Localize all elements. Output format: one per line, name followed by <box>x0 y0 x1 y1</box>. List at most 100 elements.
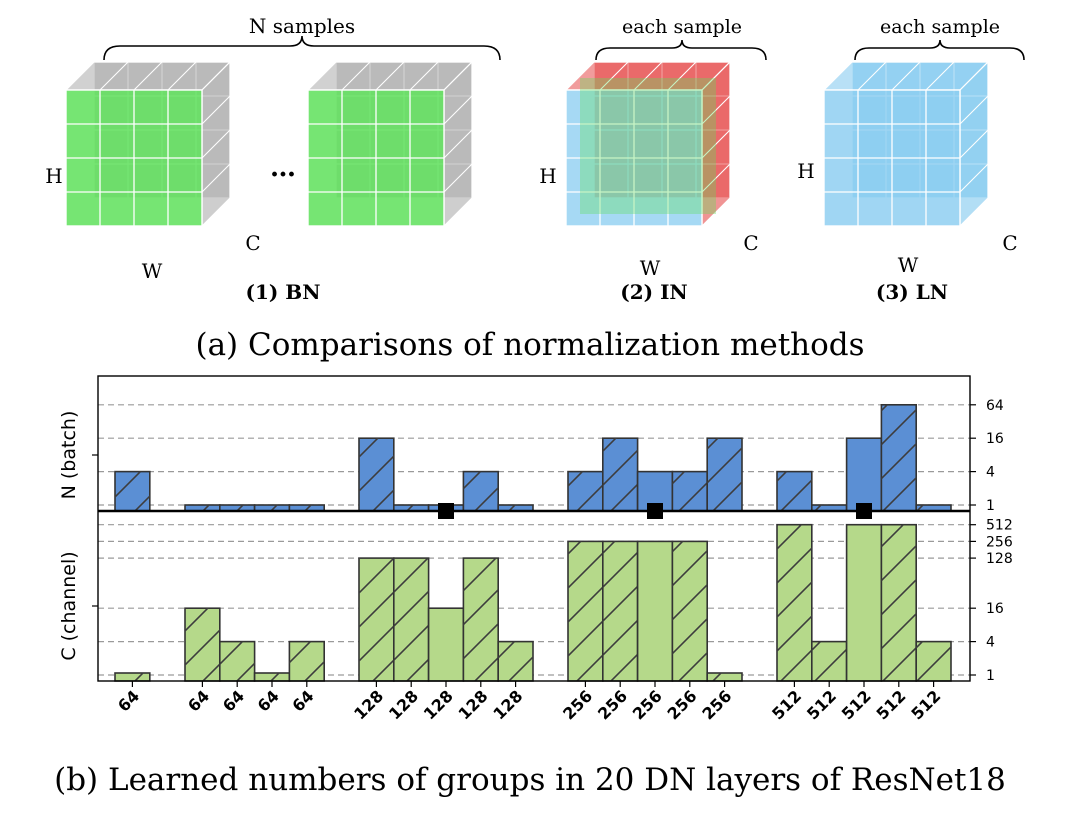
n-samples-brace <box>103 35 501 61</box>
in-cube-grid-line <box>701 129 731 159</box>
in-cube-grid-line <box>599 61 629 91</box>
ln-method-label: (3) LN <box>876 280 948 304</box>
n-bar-hatch <box>289 505 325 511</box>
c-bar-hatch <box>916 641 951 681</box>
c-bar-hatch <box>185 608 220 681</box>
in-cube-grid-line <box>667 61 697 91</box>
x-tick-label: 512 <box>838 686 875 723</box>
x-tick-label: 256 <box>698 686 735 723</box>
caption-a: (a) Comparisons of normalization methods <box>195 327 864 363</box>
ln-cube-grid-line <box>959 95 989 125</box>
c-bar-hatch <box>289 641 325 681</box>
bn-cube-2-grid-line <box>443 163 473 193</box>
x-tick-label: 256 <box>559 686 596 723</box>
in-cube-grid-line <box>701 95 731 125</box>
bn-cube-2-grid-line <box>409 61 439 91</box>
x-tick-label: 512 <box>907 686 944 723</box>
normalization-diagram: N samples each sample each sample … H W … <box>45 14 1025 363</box>
ln-cube-grid-line <box>925 61 955 91</box>
x-tick-label: 64 <box>184 686 213 715</box>
c-tick-label: 4 <box>986 635 995 651</box>
bn-cube-1-grid-line <box>201 95 231 125</box>
c-bar-hatch <box>115 673 150 681</box>
n-tick-label: 1 <box>986 498 995 514</box>
plot-frame <box>97 375 971 682</box>
bn-cube-2 <box>306 60 474 228</box>
c-bar-hatch <box>498 641 533 681</box>
c-bar-hatch <box>568 541 603 681</box>
n-samples-label: N samples <box>249 14 355 38</box>
c-tick-label: 16 <box>986 601 1004 617</box>
c-bar <box>845 523 883 682</box>
n-bar-hatch <box>463 471 499 511</box>
c-bar-hatch <box>811 641 847 681</box>
n-bar-hatch <box>568 471 603 511</box>
c-bar-hatch <box>777 524 812 681</box>
c-bar <box>427 607 465 682</box>
c-bar-hatch <box>393 558 429 681</box>
n-bar-hatch <box>916 505 951 511</box>
bn-method-label: (1) BN <box>246 280 321 304</box>
n-bar-hatch <box>115 471 150 511</box>
n-tick-label: 64 <box>986 398 1004 414</box>
c-bar-hatch <box>672 541 708 681</box>
ln-brace <box>854 39 1025 61</box>
n-axis-label: N (batch) <box>58 411 80 500</box>
in-cube <box>564 60 732 228</box>
c-bar-hatch <box>359 558 394 681</box>
x-tick-label: 64 <box>254 686 283 715</box>
x-tick-label: 64 <box>288 686 317 715</box>
in-method-label: (2) IN <box>620 280 687 304</box>
axes <box>92 375 976 687</box>
x-tick-label: 512 <box>768 686 805 723</box>
in-cube-green-slab <box>580 78 716 214</box>
x-tick-label: 512 <box>803 686 840 723</box>
in-c-label: C <box>743 231 758 255</box>
n-bar-hatch <box>185 505 220 511</box>
in-w-label: W <box>640 256 661 280</box>
bn-cube-1 <box>64 60 232 228</box>
n-bar-hatch <box>811 505 847 511</box>
c-bar-hatch <box>881 524 917 681</box>
bars <box>114 403 952 682</box>
c-tick-label: 512 <box>986 518 1013 534</box>
n-bar-hatch <box>777 471 812 511</box>
x-tick-label: 128 <box>420 686 457 723</box>
bn-cube-1-grid-line <box>201 129 231 159</box>
grid-lines <box>98 404 970 676</box>
x-tick-label: 128 <box>455 686 492 723</box>
ln-c-label: C <box>1002 231 1017 255</box>
bn-cube-2-grid-line <box>341 61 371 91</box>
n-bar-hatch <box>219 505 255 511</box>
x-tick-label: 128 <box>350 686 387 723</box>
n-bar-hatch <box>359 438 394 511</box>
bn-cube-1-grid-line <box>201 163 231 193</box>
bn-cube-2-grid-line <box>443 95 473 125</box>
x-tick-label: 64 <box>114 686 143 715</box>
bn-h-label: H <box>45 164 62 188</box>
n-bar-hatch <box>602 438 638 511</box>
c-tick-label: 1 <box>986 668 995 684</box>
x-tick-label: 128 <box>489 686 526 723</box>
ln-cube-grid-line <box>891 61 921 91</box>
n-bar <box>845 437 883 512</box>
n-bar-hatch <box>254 505 290 511</box>
bn-cube-1-grid-line <box>133 61 163 91</box>
in-brace <box>595 39 767 61</box>
x-tick-label: 512 <box>873 686 910 723</box>
x-tick-label: 128 <box>385 686 422 723</box>
bn-cube-1-grid-line <box>167 61 197 91</box>
n-tick-label: 16 <box>986 431 1004 447</box>
in-cube-grid-line <box>633 61 663 91</box>
x-tick-label: 64 <box>219 686 248 715</box>
in-cube-grid-line <box>701 163 731 193</box>
n-bar-hatch <box>881 404 917 511</box>
n-tick-label: 4 <box>986 465 995 481</box>
c-bar-hatch <box>219 641 255 681</box>
ln-h-label: H <box>797 159 814 183</box>
n-bar-hatch <box>707 438 742 511</box>
c-bar-hatch <box>254 673 290 681</box>
bn-cube-2-grid-line <box>443 129 473 159</box>
c-axis-label: C (channel) <box>58 551 80 660</box>
